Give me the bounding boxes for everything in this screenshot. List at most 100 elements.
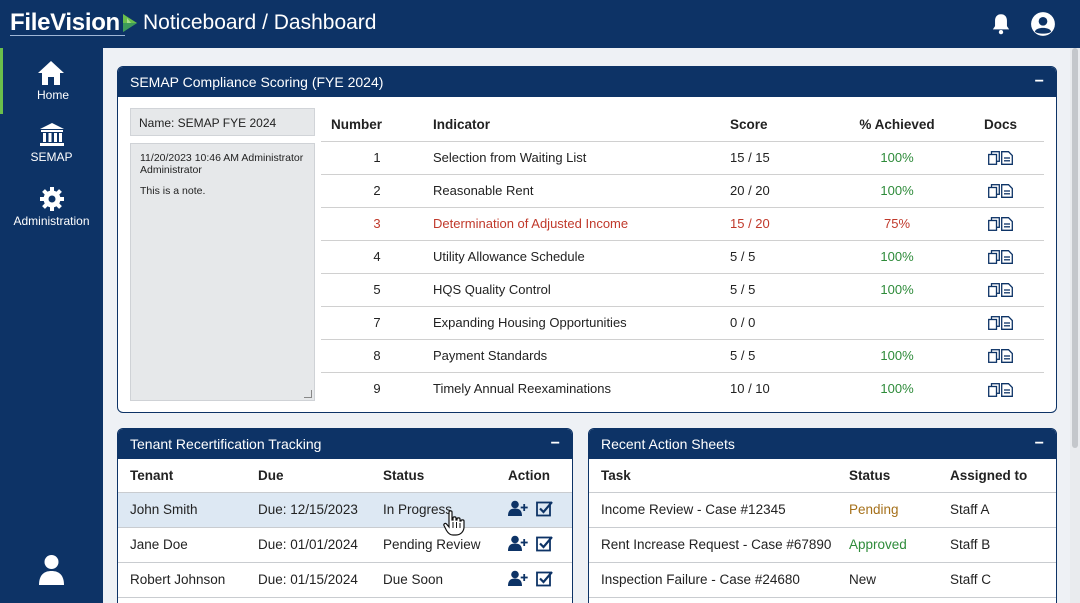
document-icon[interactable]	[1001, 349, 1013, 364]
sidebar-item-administration[interactable]: Administration	[0, 186, 103, 241]
document-icon[interactable]	[1001, 382, 1013, 397]
percent-achieved: 100%	[837, 141, 957, 175]
percent-achieved: 100%	[837, 273, 957, 307]
table-row[interactable]: Rent Increase Request - Case #67890 Appro…	[589, 527, 1056, 563]
column-header[interactable]: Task	[589, 459, 837, 493]
docs-icons[interactable]	[988, 382, 1013, 397]
semap-panel: SEMAP Compliance Scoring (FYE 2024) − Na…	[117, 66, 1057, 413]
indicator-score: 15 / 20	[730, 207, 837, 241]
docs-icons[interactable]	[988, 283, 1013, 298]
checkbox-check-icon[interactable]	[536, 535, 553, 552]
docs-icons[interactable]	[988, 316, 1013, 331]
actions-table: Task Status Assigned to Income Review - …	[589, 459, 1056, 603]
note-header: 11/20/2023 10:46 AM Administrator Admini…	[140, 152, 304, 176]
docs-icons[interactable]	[988, 184, 1013, 199]
checkbox-check-icon[interactable]	[536, 500, 553, 517]
task-name: Income Review - Case #12345	[589, 492, 837, 528]
column-header[interactable]: Docs	[957, 109, 1044, 142]
add-user-icon[interactable]	[508, 570, 528, 587]
column-header[interactable]: Due	[246, 459, 371, 493]
semap-row[interactable]: 4 Utility Allowance Schedule 5 / 5 100%	[321, 240, 1044, 274]
column-header[interactable]: Action	[496, 459, 572, 493]
docs-cell	[957, 306, 1044, 340]
note-name-field[interactable]: Name: SEMAP FYE 2024	[130, 108, 315, 136]
document-icon[interactable]	[1001, 151, 1013, 166]
copy-icon[interactable]	[988, 382, 1000, 397]
collapse-button[interactable]: −	[1034, 73, 1044, 90]
docs-icons[interactable]	[988, 349, 1013, 364]
note-textarea[interactable]: 11/20/2023 10:46 AM Administrator Admini…	[130, 143, 315, 401]
account-icon[interactable]	[1030, 11, 1056, 37]
page-scrollbar[interactable]	[1070, 48, 1080, 603]
percent-achieved: 100%	[880, 381, 914, 397]
note-body: This is a note.	[140, 185, 206, 197]
document-icon[interactable]	[1001, 250, 1013, 265]
percent-achieved: 100%	[837, 339, 957, 373]
indicator-name: Utility Allowance Schedule	[433, 240, 730, 274]
table-row[interactable]: Jane Doe Due: 01/01/2024 Pending Review	[118, 527, 572, 563]
collapse-button[interactable]: −	[1034, 435, 1044, 452]
indicator-number: 8	[321, 339, 433, 373]
column-header[interactable]: Tenant	[118, 459, 246, 493]
indicator-name: Determination of Adjusted Income	[433, 207, 730, 241]
semap-row[interactable]: 7 Expanding Housing Opportunities 0 / 0	[321, 306, 1044, 340]
docs-icons[interactable]	[988, 151, 1013, 166]
column-header[interactable]: Status	[837, 459, 938, 493]
semap-row[interactable]: 2 Reasonable Rent 20 / 20 100%	[321, 174, 1044, 208]
column-header[interactable]: % Achieved	[837, 109, 957, 142]
indicator-name: Payment Standards	[433, 339, 730, 373]
semap-row[interactable]: 5 HQS Quality Control 5 / 5 100%	[321, 273, 1044, 307]
document-icon[interactable]	[1001, 217, 1013, 232]
copy-icon[interactable]	[988, 349, 1000, 364]
add-user-icon[interactable]	[508, 535, 528, 552]
recert-status: In Progress	[371, 492, 496, 528]
copy-icon[interactable]	[988, 184, 1000, 199]
user-icon[interactable]	[38, 554, 65, 586]
docs-cell	[957, 372, 1044, 405]
page-title: Noticeboard / Dashboard	[143, 11, 377, 34]
document-icon[interactable]	[1001, 184, 1013, 199]
column-header[interactable]: Assigned to	[938, 459, 1056, 493]
semap-row[interactable]: 3 Determination of Adjusted Income 15 / 20…	[321, 207, 1044, 241]
table-row[interactable]: Robert Johnson Due: 01/15/2024 Due Soon	[118, 562, 572, 598]
docs-icons[interactable]	[988, 217, 1013, 232]
actions-panel: Recent Action Sheets − Task Status Assig…	[588, 428, 1057, 603]
indicator-number: 2	[321, 174, 433, 208]
table-row[interactable]: Income Review - Case #12345 Pending Staff …	[589, 492, 1056, 528]
docs-cell	[957, 141, 1044, 175]
recert-status: Due Soon	[371, 562, 496, 598]
document-icon[interactable]	[1001, 316, 1013, 331]
copy-icon[interactable]	[988, 217, 1000, 232]
table-row[interactable]	[589, 597, 1056, 603]
add-user-icon[interactable]	[508, 500, 528, 517]
bell-icon[interactable]	[988, 11, 1014, 37]
copy-icon[interactable]	[988, 283, 1000, 298]
copy-icon[interactable]	[988, 316, 1000, 331]
column-header[interactable]: Score	[730, 109, 837, 142]
bank-icon	[39, 123, 64, 146]
sidebar-item-semap[interactable]: SEMAP	[0, 122, 103, 177]
column-header[interactable]: Number	[321, 109, 433, 142]
collapse-button[interactable]: −	[550, 435, 560, 452]
scrollbar-thumb[interactable]	[1072, 48, 1078, 448]
column-header[interactable]: Indicator	[433, 109, 730, 142]
filevision-logo[interactable]: FileVision	[10, 9, 139, 37]
table-row[interactable]: John Smith Due: 12/15/2023 In Progress	[118, 492, 572, 528]
column-header[interactable]: Status	[371, 459, 496, 493]
semap-row[interactable]: 8 Payment Standards 5 / 5 100%	[321, 339, 1044, 373]
resize-handle-icon[interactable]	[304, 390, 312, 398]
table-row[interactable]: Inspection Failure - Case #24680 New Staff…	[589, 562, 1056, 598]
checkbox-check-icon[interactable]	[536, 570, 553, 587]
docs-icons[interactable]	[988, 250, 1013, 265]
sidebar-item-label: SEMAP	[30, 150, 73, 164]
sidebar-item-home[interactable]: Home	[0, 48, 103, 114]
tenant-name: Robert Johnson	[118, 562, 246, 598]
copy-icon[interactable]	[988, 151, 1000, 166]
table-row[interactable]	[118, 597, 572, 603]
semap-row[interactable]: 1 Selection from Waiting List 15 / 15 100%	[321, 141, 1044, 175]
assigned-to: Staff A	[938, 492, 1056, 528]
semap-row[interactable]: 9 Timely Annual Reexaminations 10 / 10 100%	[321, 372, 1044, 405]
due-date: Due: 01/15/2024	[246, 562, 371, 598]
copy-icon[interactable]	[988, 250, 1000, 265]
document-icon[interactable]	[1001, 283, 1013, 298]
